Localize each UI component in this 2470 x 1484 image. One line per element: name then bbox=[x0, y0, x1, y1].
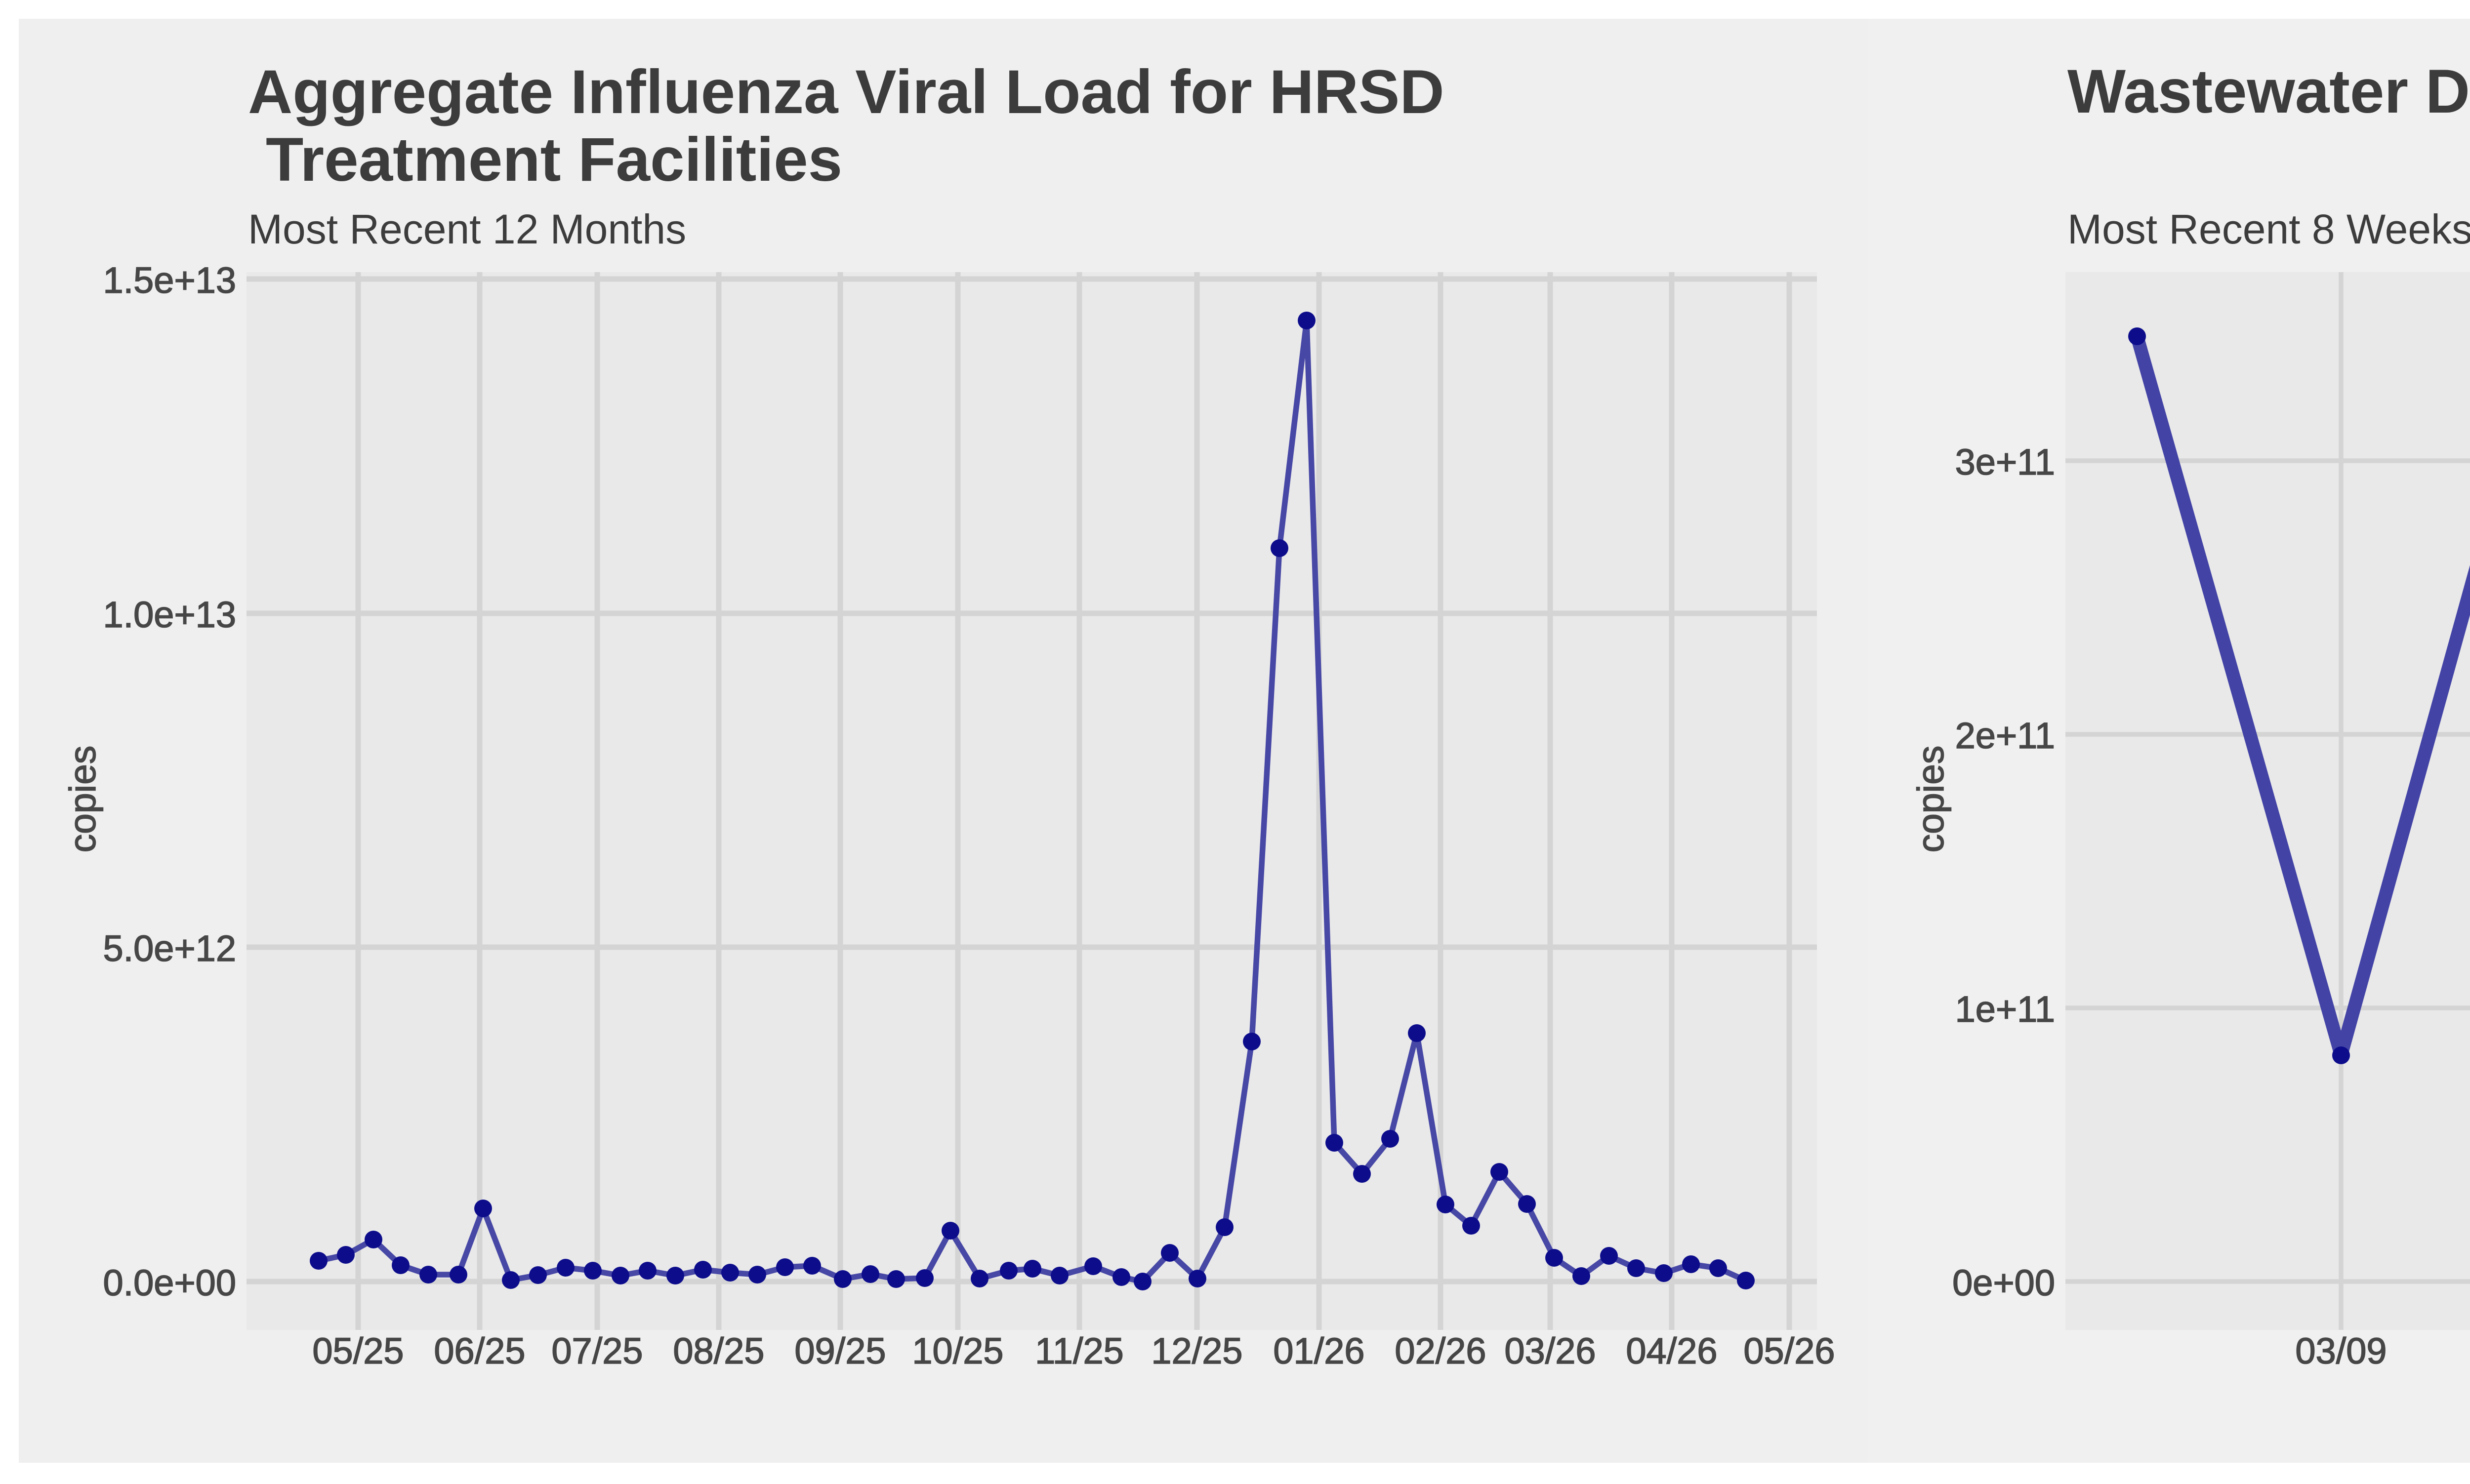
svg-text:03/09: 03/09 bbox=[2295, 1330, 2387, 1371]
svg-text:08/25: 08/25 bbox=[673, 1330, 764, 1371]
svg-text:Treatment Facilities: Treatment Facilities bbox=[266, 125, 842, 194]
svg-text:0.0e+00: 0.0e+00 bbox=[103, 1262, 236, 1303]
svg-text:Most Recent 8 Weeks: Most Recent 8 Weeks bbox=[2067, 206, 2470, 252]
svg-text:Most Recent 12 Months: Most Recent 12 Months bbox=[248, 206, 686, 252]
svg-text:5.0e+12: 5.0e+12 bbox=[103, 928, 236, 969]
svg-text:05/26: 05/26 bbox=[1743, 1330, 1835, 1371]
svg-text:Wastewater Data HRSD Facilitie: Wastewater Data HRSD Facilities bbox=[2067, 57, 2470, 126]
svg-text:09/25: 09/25 bbox=[794, 1330, 886, 1371]
svg-text:11/25: 11/25 bbox=[1035, 1330, 1124, 1371]
svg-text:1.0e+13: 1.0e+13 bbox=[103, 594, 236, 635]
svg-text:02/26: 02/26 bbox=[1395, 1330, 1486, 1371]
svg-text:10/25: 10/25 bbox=[912, 1330, 1003, 1371]
svg-text:2e+11: 2e+11 bbox=[1955, 715, 2055, 756]
svg-text:copies: copies bbox=[1910, 746, 1951, 853]
svg-text:3e+11: 3e+11 bbox=[1955, 441, 2055, 482]
svg-text:03/26: 03/26 bbox=[1504, 1330, 1596, 1371]
svg-text:copies: copies bbox=[62, 746, 103, 853]
svg-text:1.5e+13: 1.5e+13 bbox=[103, 260, 236, 301]
svg-text:01/26: 01/26 bbox=[1273, 1330, 1364, 1371]
svg-text:05/25: 05/25 bbox=[312, 1330, 404, 1371]
svg-text:07/25: 07/25 bbox=[551, 1330, 643, 1371]
svg-text:04/26: 04/26 bbox=[1626, 1330, 1717, 1371]
svg-text:0e+00: 0e+00 bbox=[1952, 1262, 2055, 1303]
svg-text:12/25: 12/25 bbox=[1151, 1330, 1242, 1371]
svg-text:Aggregate Influenza Viral Load: Aggregate Influenza Viral Load for HRSD bbox=[248, 58, 1444, 126]
svg-text:06/25: 06/25 bbox=[434, 1330, 525, 1371]
svg-text:1e+11: 1e+11 bbox=[1955, 989, 2055, 1030]
